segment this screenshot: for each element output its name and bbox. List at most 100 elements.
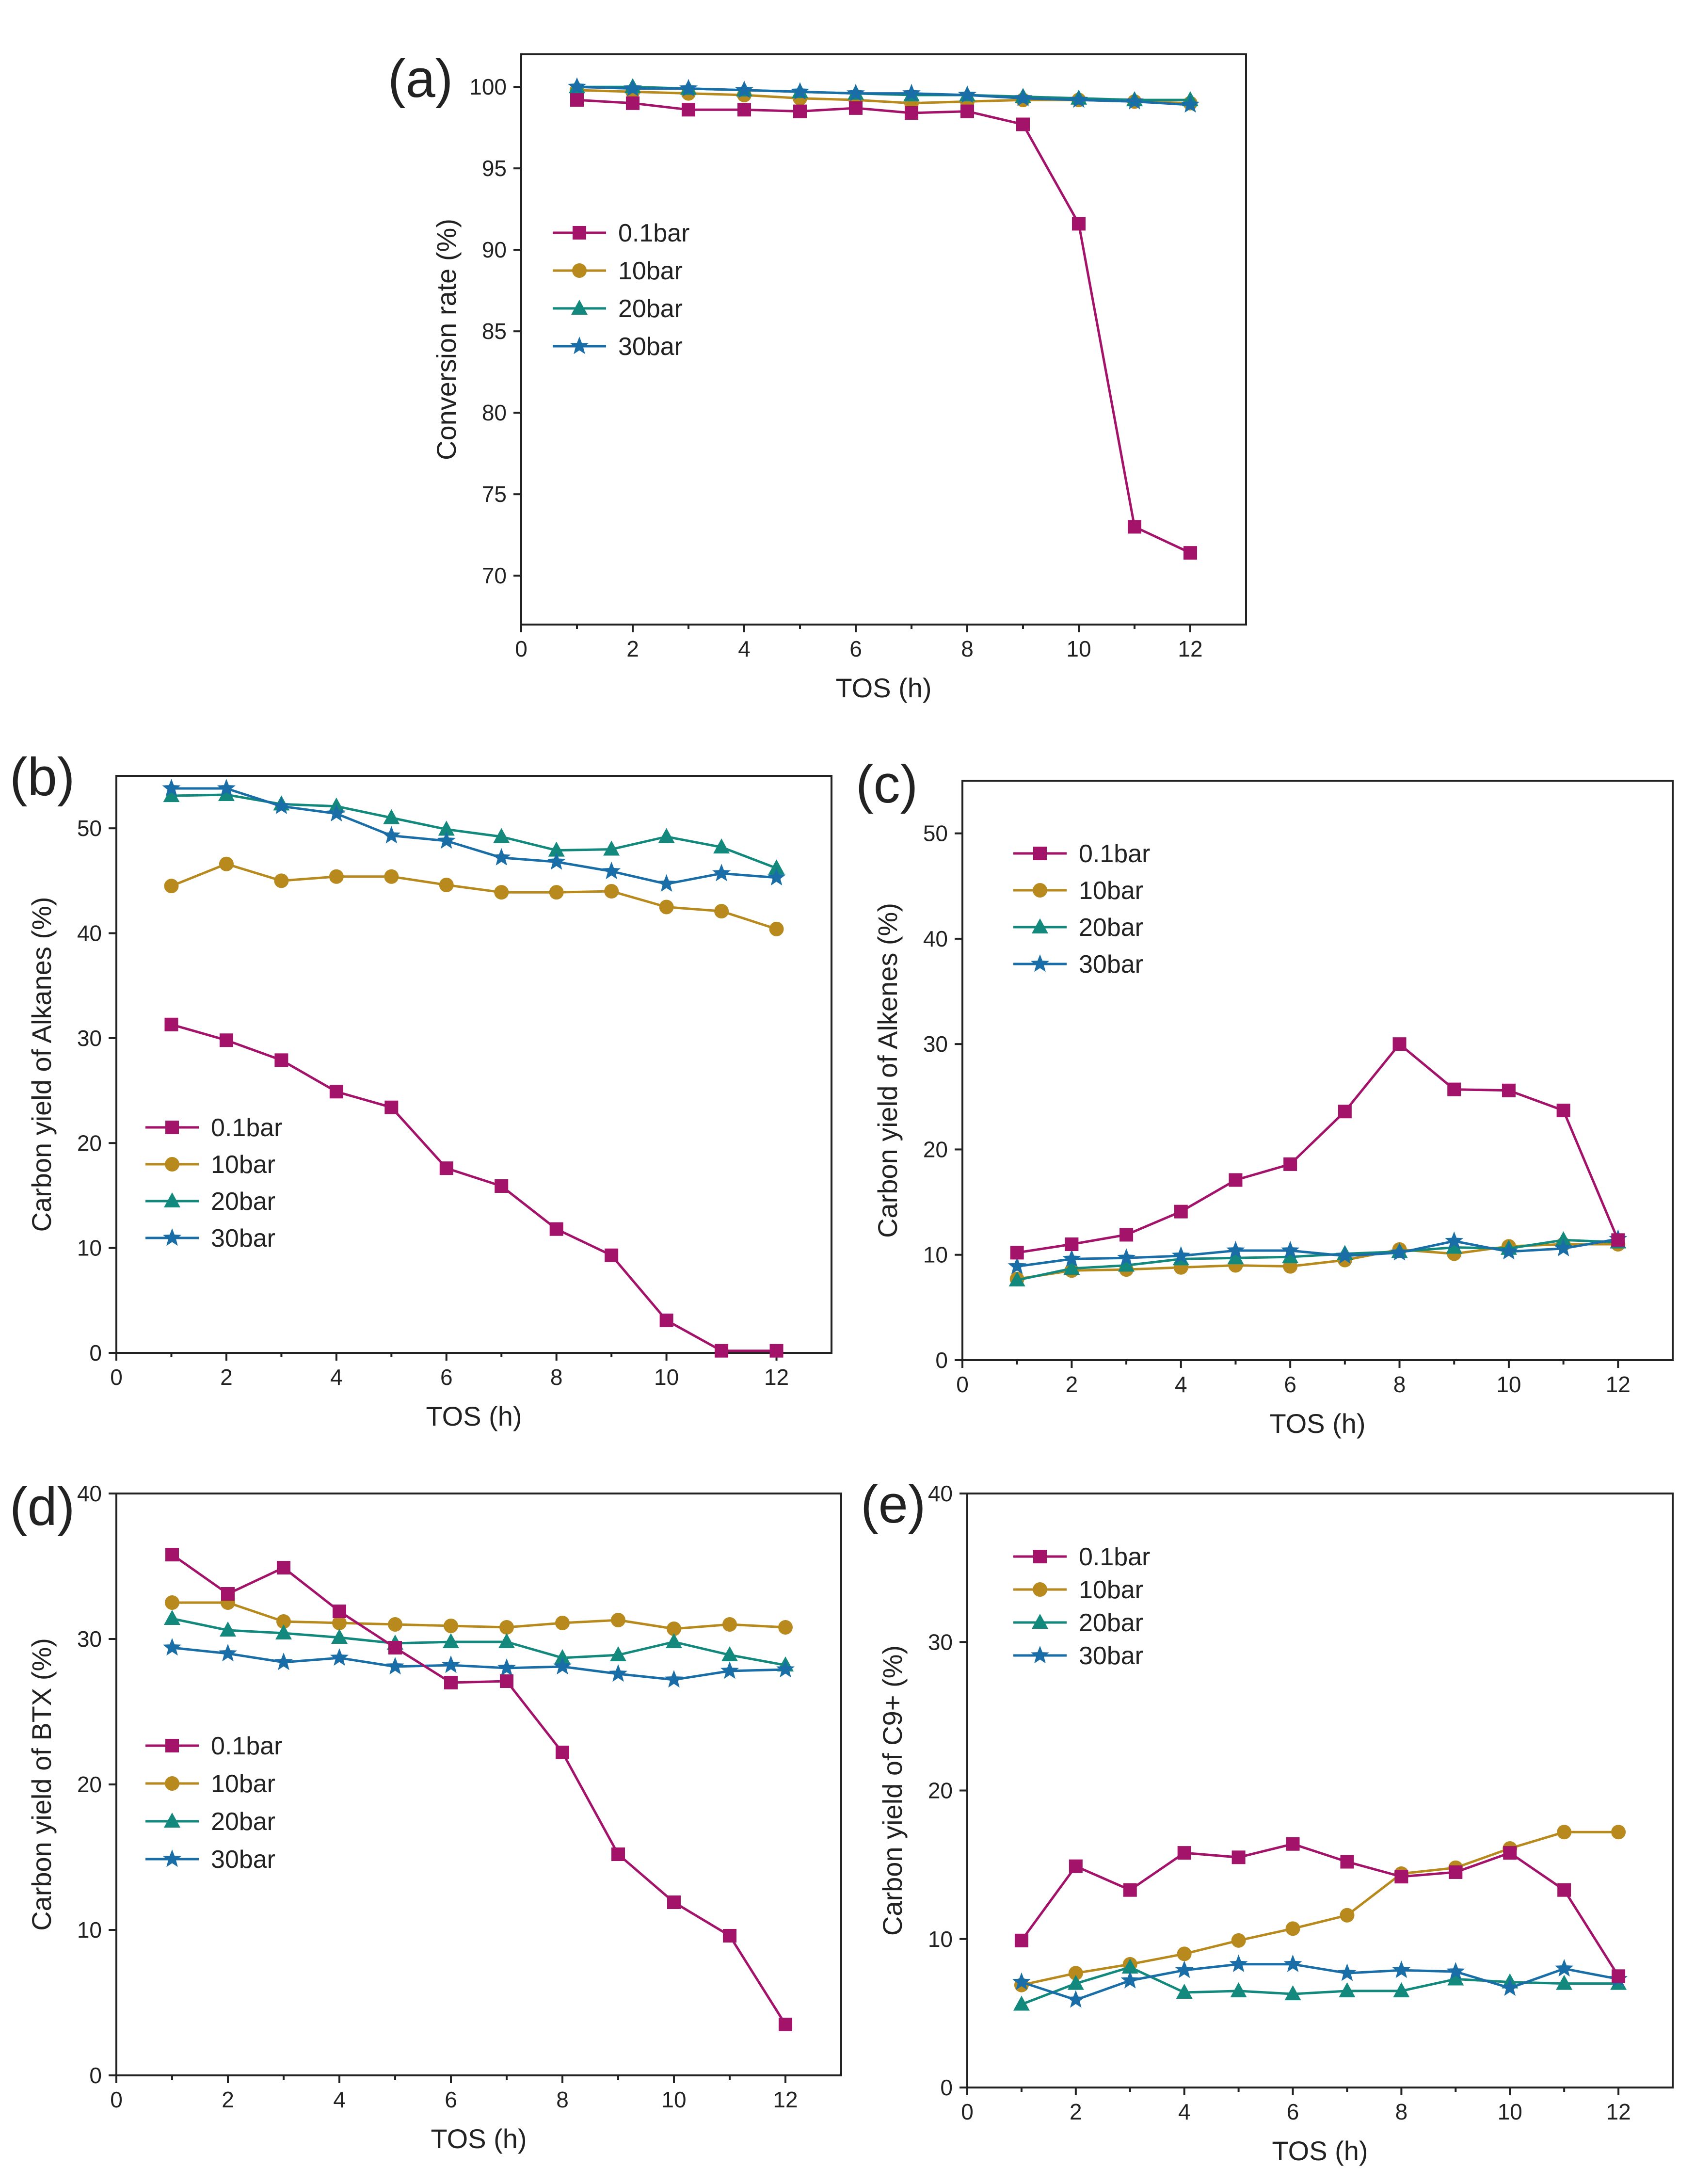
data-point-0.1bar (779, 2018, 792, 2031)
y-tick-label: 0 (940, 2075, 953, 2100)
data-point-0.1bar (905, 106, 918, 120)
x-tick-label: 8 (556, 2087, 569, 2112)
series-line-30bar (1021, 1963, 1619, 2001)
data-point-20bar (1121, 1958, 1138, 1974)
y-tick-label: 50 (923, 821, 948, 846)
legend-label: 0.1bar (618, 219, 689, 247)
data-point-10bar (667, 1622, 681, 1636)
legend-marker (1031, 1646, 1049, 1664)
y-tick-label: 30 (928, 1629, 953, 1654)
series-0.1bar (1014, 1837, 1626, 1983)
data-point-10bar (714, 904, 729, 919)
data-point-0.1bar (570, 93, 584, 107)
series-line-10bar (171, 863, 777, 931)
legend-marker (571, 300, 588, 315)
series-0.1bar (165, 1548, 792, 2031)
legend-label: 20bar (1079, 1609, 1143, 1637)
data-point-30bar (1281, 1241, 1300, 1259)
panel-a: (a) 0 2 4 6 8 10 12 70 75 80 85 90 95 100 TOS (h) Conver… (388, 49, 1247, 703)
y-tick-label: 75 (482, 482, 507, 507)
x-tick-label: 2 (1070, 2099, 1082, 2124)
x-tick-label: 0 (110, 1365, 123, 1390)
y-tick-label: 20 (923, 1137, 948, 1162)
data-point-20bar (164, 1610, 180, 1625)
data-point-0.1bar (1503, 1846, 1517, 1860)
data-point-30bar (679, 79, 698, 96)
data-point-0.1bar (1557, 1883, 1571, 1897)
data-point-30bar (1007, 1256, 1026, 1274)
data-point-20bar (1013, 1995, 1030, 2011)
data-point-20bar (1063, 1259, 1080, 1275)
panel-e: (e) 0 2 4 6 8 10 12 0 10 20 30 40 TOS (h) Carbon yield… (861, 1475, 1674, 2166)
x-tick-label: 10 (661, 2087, 686, 2112)
y-tick-label: 10 (77, 1917, 102, 1943)
x-tick-label: 10 (1498, 2099, 1522, 2124)
legend: 0.1bar 10bar 20bar 30bar (1013, 1543, 1150, 1670)
data-point-0.1bar (1065, 1237, 1079, 1251)
y-tick-label: 20 (928, 1778, 953, 1803)
data-point-30bar (735, 80, 753, 98)
y-tick-label: 30 (77, 1026, 102, 1051)
data-point-30bar (1070, 90, 1088, 108)
data-point-0.1bar (626, 96, 640, 110)
data-point-30bar (609, 1664, 627, 1682)
x-axis-title: TOS (h) (1272, 2136, 1368, 2166)
data-point-20bar (1447, 1970, 1464, 1986)
data-point-0.1bar (1229, 1173, 1243, 1187)
legend-label: 10bar (211, 1770, 275, 1798)
legend-label: 30bar (618, 333, 683, 361)
data-point-30bar (1499, 1242, 1518, 1260)
data-point-30bar (1555, 1959, 1574, 1977)
data-point-30bar (327, 803, 346, 822)
y-tick-label: 10 (923, 1242, 948, 1268)
x-tick-label: 10 (1496, 1372, 1521, 1397)
data-point-0.1bar (556, 1746, 569, 1759)
data-point-10bar (1557, 1825, 1572, 1840)
data-point-0.1bar (1069, 1859, 1083, 1873)
data-point-30bar (1338, 1963, 1357, 1981)
data-point-10bar (722, 1617, 737, 1632)
panel-c: (c) 0 2 4 6 8 10 12 0 10 20 30 40 50 TOS (h) Carbon yie… (856, 755, 1674, 1439)
data-point-0.1bar (549, 1222, 563, 1236)
data-point-30bar (1554, 1238, 1573, 1256)
data-point-0.1bar (715, 1344, 729, 1358)
data-point-0.1bar (1338, 1105, 1352, 1119)
y-axis-title: Carbon yield of C9+ (%) (877, 1645, 908, 1936)
data-point-20bar (666, 1633, 682, 1648)
data-point-0.1bar (737, 103, 751, 117)
y-tick-label: 85 (482, 319, 507, 344)
y-tick-label: 20 (77, 1772, 102, 1797)
data-point-30bar (163, 1638, 181, 1656)
data-point-30bar (547, 852, 566, 870)
data-point-30bar (720, 1661, 739, 1679)
y-tick-label: 40 (77, 921, 102, 946)
series-line-30bar (1017, 1237, 1618, 1268)
x-tick-label: 10 (654, 1365, 679, 1390)
legend-marker (163, 1228, 181, 1246)
data-point-20bar (163, 787, 180, 803)
x-tick-label: 2 (222, 2087, 234, 2112)
data-point-20bar (383, 809, 400, 824)
x-tick-label: 0 (515, 636, 528, 661)
legend: 0.1bar 10bar 20bar 30bar (553, 219, 689, 361)
data-point-0.1bar (388, 1641, 402, 1654)
data-point-10bar (165, 1595, 179, 1610)
y-tick-label: 95 (482, 156, 507, 181)
data-point-30bar (1335, 1246, 1354, 1264)
data-point-20bar (498, 1633, 515, 1648)
data-point-0.1bar (682, 103, 695, 117)
x-axis-title: TOS (h) (835, 673, 931, 703)
data-point-20bar (603, 840, 620, 856)
data-point-20bar (438, 820, 455, 836)
data-point-30bar (602, 861, 621, 880)
legend-marker (1033, 1550, 1047, 1563)
data-point-20bar (768, 859, 785, 875)
data-point-0.1bar (1340, 1855, 1354, 1869)
legend-marker (1033, 883, 1047, 898)
data-point-10bar (276, 1614, 291, 1629)
y-tick-label: 70 (482, 563, 507, 588)
data-point-0.1bar (165, 1548, 179, 1561)
data-point-30bar (712, 864, 731, 882)
data-point-20bar (721, 1646, 738, 1661)
